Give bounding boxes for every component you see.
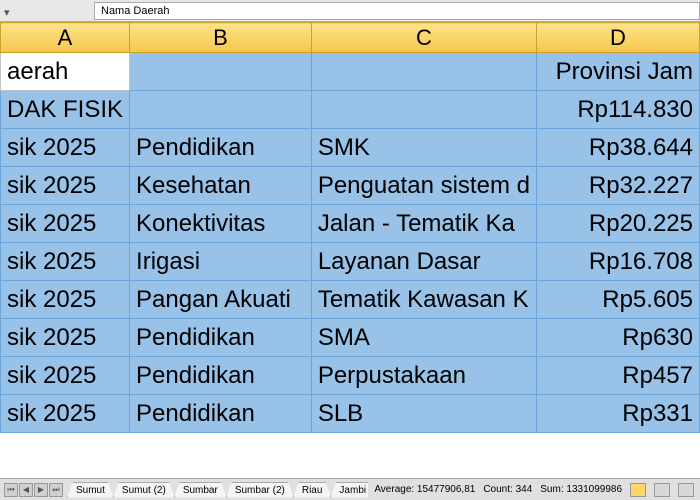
cell[interactable]: Rp630 xyxy=(536,319,699,357)
cell[interactable]: Pendidikan xyxy=(130,395,312,433)
table-row: sik 2025PendidikanSMARp630 xyxy=(1,319,700,357)
column-header-c[interactable]: C xyxy=(311,23,536,53)
cell[interactable]: SMK xyxy=(311,129,536,167)
cell[interactable]: SLB xyxy=(311,395,536,433)
chevron-down-icon: ▾ xyxy=(4,6,14,16)
table-row: sik 2025KonektivitasJalan - Tematik KaRp… xyxy=(1,205,700,243)
sheet-tab[interactable]: Sumbar (2) xyxy=(226,482,294,498)
cell[interactable]: aerah xyxy=(1,53,130,91)
cell[interactable]: sik 2025 xyxy=(1,205,130,243)
table-row: sik 2025IrigasiLayanan DasarRp16.708 xyxy=(1,243,700,281)
cell[interactable]: Pendidikan xyxy=(130,357,312,395)
cell[interactable]: Rp331 xyxy=(536,395,699,433)
cell[interactable]: Layanan Dasar xyxy=(311,243,536,281)
cell[interactable]: Tematik Kawasan K xyxy=(311,281,536,319)
cell[interactable]: Rp38.644 xyxy=(536,129,699,167)
sheet-tab[interactable]: Sumbar xyxy=(174,482,227,498)
view-break-button[interactable] xyxy=(678,483,694,497)
view-normal-button[interactable] xyxy=(630,483,646,497)
cell[interactable]: Konektivitas xyxy=(130,205,312,243)
cell[interactable]: Pangan Akuati xyxy=(130,281,312,319)
tab-nav-last[interactable]: ⏭ xyxy=(49,483,63,497)
cell[interactable]: sik 2025 xyxy=(1,281,130,319)
cell[interactable]: Rp5.605 xyxy=(536,281,699,319)
sheet-tab[interactable]: Sumut xyxy=(67,482,114,498)
table-row: sik 2025PendidikanPerpustakaanRp457 xyxy=(1,357,700,395)
sheet-tab[interactable]: Riau xyxy=(293,482,332,498)
cell[interactable] xyxy=(311,91,536,129)
spreadsheet-grid[interactable]: A B C D aerah Provinsi Jam DAK FISIK Rp114.… xyxy=(0,22,700,478)
table-row: sik 2025PendidikanSMKRp38.644 xyxy=(1,129,700,167)
status-count: Count: 344 xyxy=(483,484,532,495)
cell[interactable]: Irigasi xyxy=(130,243,312,281)
cell[interactable]: sik 2025 xyxy=(1,129,130,167)
cell[interactable]: Perpustakaan xyxy=(311,357,536,395)
cell[interactable]: sik 2025 xyxy=(1,167,130,205)
tab-nav-first[interactable]: ⏮ xyxy=(4,483,18,497)
cell[interactable] xyxy=(311,53,536,91)
cell[interactable]: Jalan - Tematik Ka xyxy=(311,205,536,243)
view-layout-button[interactable] xyxy=(654,483,670,497)
name-box[interactable]: ▾ xyxy=(0,6,90,16)
column-header-a[interactable]: A xyxy=(1,23,130,53)
table-row: DAK FISIK Rp114.830 xyxy=(1,91,700,129)
sheet-tab[interactable]: Sumut (2) xyxy=(113,482,175,498)
table-row: sik 2025Pangan AkuatiTematik Kawasan KRp… xyxy=(1,281,700,319)
cell[interactable]: Rp16.708 xyxy=(536,243,699,281)
cell[interactable]: sik 2025 xyxy=(1,357,130,395)
cell[interactable]: Rp114.830 xyxy=(536,91,699,129)
tab-nav-buttons: ⏮ ◀ ▶ ⏭ xyxy=(4,483,63,497)
cell[interactable]: Rp457 xyxy=(536,357,699,395)
cell[interactable]: Penguatan sistem d xyxy=(311,167,536,205)
column-header-d[interactable]: D xyxy=(536,23,699,53)
cell[interactable] xyxy=(130,53,312,91)
formula-bar: ▾ Nama Daerah xyxy=(0,0,700,22)
column-header-row: A B C D xyxy=(1,23,700,53)
cell[interactable]: Pendidikan xyxy=(130,319,312,357)
table-row: sik 2025KesehatanPenguatan sistem dRp32.… xyxy=(1,167,700,205)
cell[interactable]: sik 2025 xyxy=(1,395,130,433)
status-average: Average: 15477906,81 xyxy=(374,484,475,495)
cell[interactable] xyxy=(130,91,312,129)
status-sum: Sum: 1331099986 xyxy=(540,484,622,495)
cell[interactable]: Rp20.225 xyxy=(536,205,699,243)
cell[interactable]: DAK FISIK xyxy=(1,91,130,129)
formula-content[interactable]: Nama Daerah xyxy=(94,2,700,20)
table-row: sik 2025PendidikanSLBRp331 xyxy=(1,395,700,433)
cell[interactable]: Kesehatan xyxy=(130,167,312,205)
table-row: aerah Provinsi Jam xyxy=(1,53,700,91)
tab-nav-prev[interactable]: ◀ xyxy=(19,483,33,497)
cell[interactable]: Pendidikan xyxy=(130,129,312,167)
cell[interactable]: sik 2025 xyxy=(1,319,130,357)
cell[interactable]: sik 2025 xyxy=(1,243,130,281)
cell[interactable]: SMA xyxy=(311,319,536,357)
column-header-b[interactable]: B xyxy=(130,23,312,53)
status-bar: Average: 15477906,81 Count: 344 Sum: 133… xyxy=(368,478,700,500)
cell[interactable]: Provinsi Jam xyxy=(536,53,699,91)
cell[interactable]: Rp32.227 xyxy=(536,167,699,205)
tab-nav-next[interactable]: ▶ xyxy=(34,483,48,497)
